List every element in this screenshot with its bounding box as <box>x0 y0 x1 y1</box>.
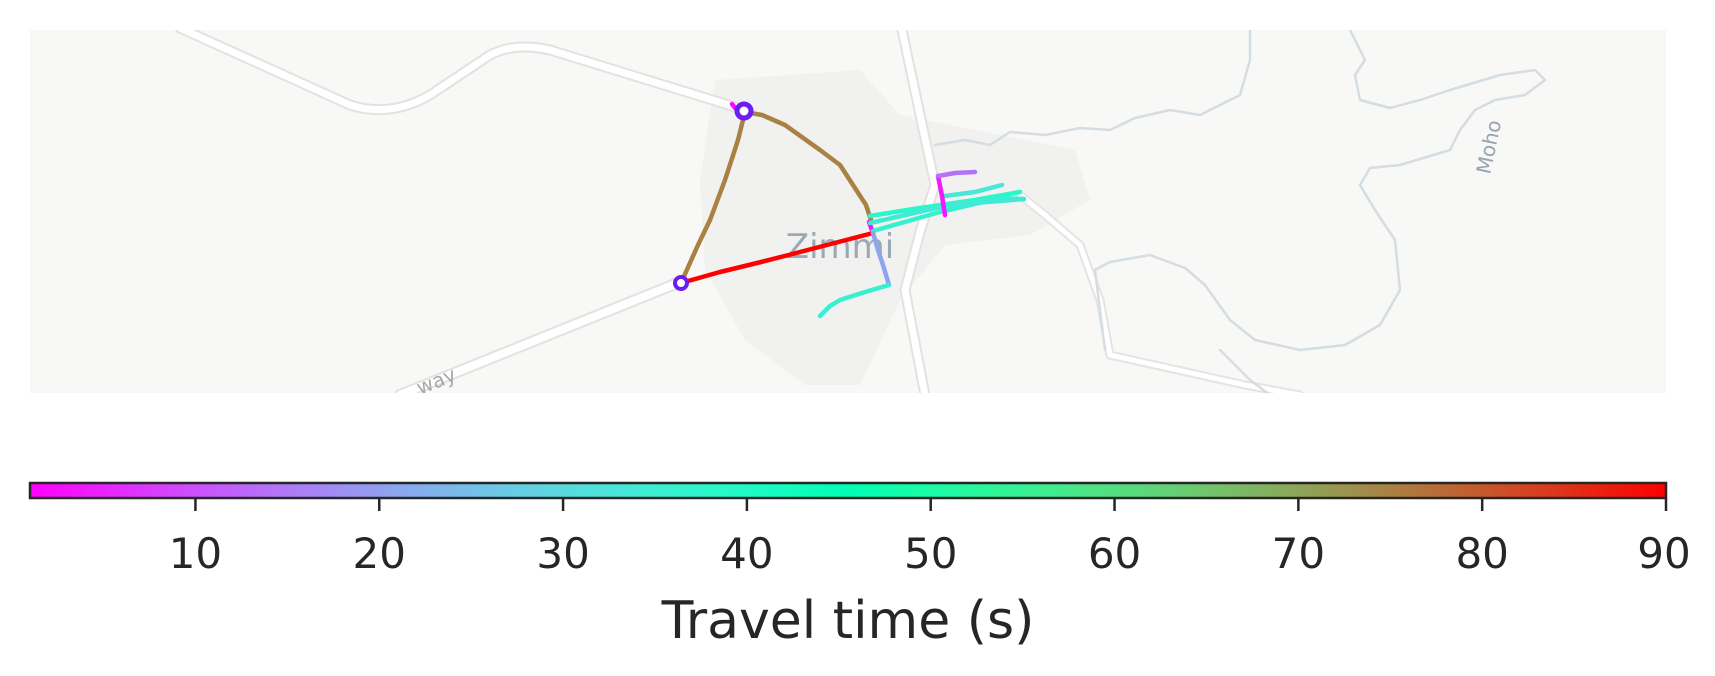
route-segment-east-top[interactable] <box>935 169 978 179</box>
colorbar-frame <box>28 481 1668 500</box>
route-segment-north-arterial[interactable] <box>742 109 874 223</box>
colorbar-title: Travel time (s) <box>661 591 1035 651</box>
west-node-marker[interactable] <box>673 275 689 291</box>
colorbar-tick-label: 60 <box>1088 529 1141 578</box>
route-segment-west-arterial[interactable] <box>678 109 748 286</box>
colorbar-tick-label: 20 <box>353 529 406 578</box>
north-node-marker[interactable] <box>734 101 754 121</box>
road-network <box>174 30 1305 393</box>
colorbar-tick-label: 50 <box>904 529 957 578</box>
colorbar-ticks: 10 20 30 40 50 60 70 80 90 <box>169 498 1691 578</box>
colorbar-tick-label: 40 <box>720 529 773 578</box>
colorbar-tick-label: 80 <box>1455 529 1508 578</box>
map-panel[interactable]: Zimmi Moho way <box>30 28 1666 400</box>
route-network <box>678 101 1027 319</box>
route-segment-east-branch-3[interactable] <box>867 196 1027 226</box>
route-segment-east-spur[interactable] <box>935 173 948 218</box>
route-segment-south-arterial[interactable] <box>678 230 876 286</box>
route-segment-south-spur-end[interactable] <box>817 282 892 319</box>
route-segment-east-branch-4[interactable] <box>942 182 1005 199</box>
built-up-area <box>700 70 1090 385</box>
colorbar-tick-label: 10 <box>169 529 222 578</box>
route-segment-south-spur[interactable] <box>870 230 892 288</box>
colorbar-tick-label: 30 <box>536 529 589 578</box>
colorbar: 10 20 30 40 50 60 70 80 90 Travel time (s) <box>28 481 1691 651</box>
colorbar-tick-label: 90 <box>1637 529 1690 578</box>
colorbar-tick-label: 70 <box>1272 529 1325 578</box>
colorbar-fill <box>30 483 1666 498</box>
river-network <box>933 30 1547 393</box>
